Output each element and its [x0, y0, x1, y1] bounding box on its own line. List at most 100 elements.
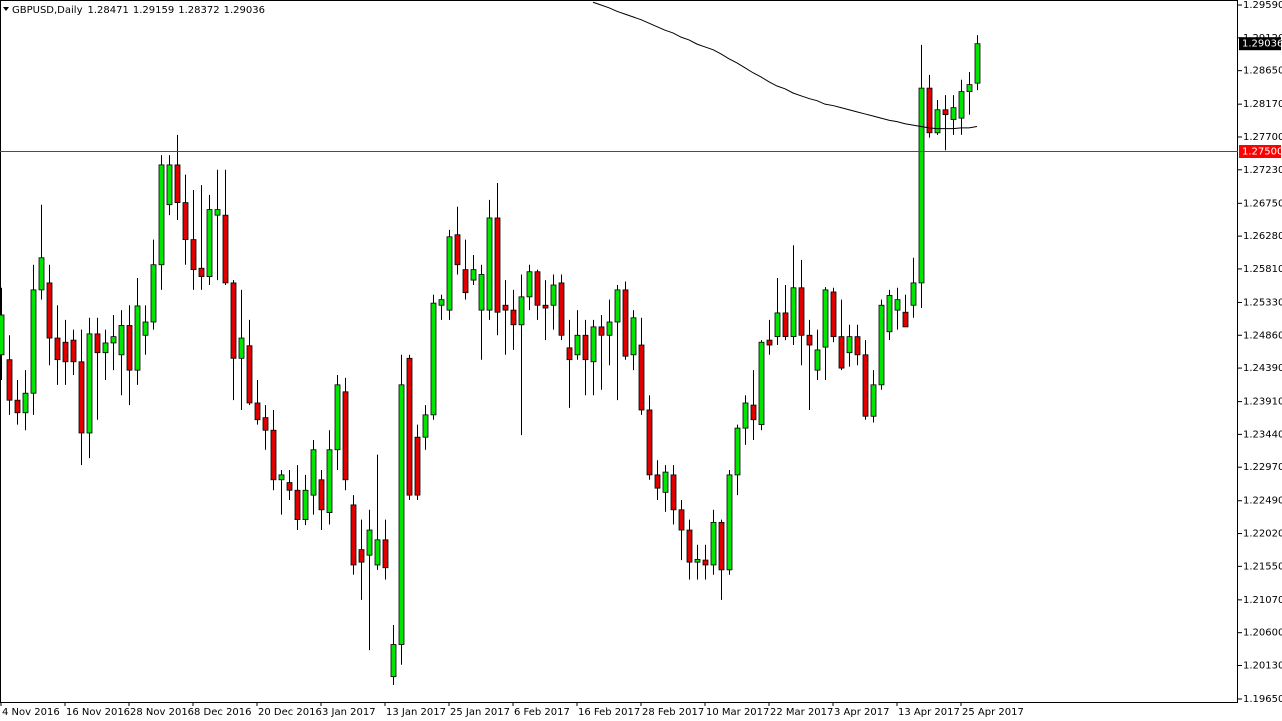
candle-body — [870, 384, 877, 417]
x-tick-label: 3 Apr 2017 — [834, 707, 889, 718]
candle-body — [934, 109, 941, 134]
candle-body — [526, 271, 533, 298]
candle-body — [622, 289, 629, 357]
price-label-box — [1239, 37, 1281, 51]
candle-body — [206, 209, 213, 278]
candle-body — [638, 344, 645, 411]
candle-body — [398, 384, 405, 645]
candle-body — [310, 449, 317, 496]
level-label-box — [1239, 145, 1281, 158]
candle-body — [838, 336, 845, 369]
mark-layer — [0, 1, 1238, 686]
moving-average-line — [592, 1, 978, 130]
candle-body — [878, 304, 885, 386]
candle-body — [486, 217, 493, 311]
x-tick-label: 13 Apr 2017 — [898, 707, 960, 718]
candle-body — [862, 354, 869, 417]
candle-body — [358, 549, 365, 563]
candle-body — [774, 312, 781, 338]
candle-body — [822, 289, 829, 348]
candle-body — [670, 474, 677, 511]
candle-body — [630, 317, 637, 356]
level-label: 1.27500 — [1242, 147, 1282, 158]
candle-body — [646, 409, 653, 476]
candle-body — [446, 236, 453, 311]
candle-body — [750, 404, 757, 421]
y-tick-label: 1.27700 — [1243, 132, 1282, 143]
candle-body — [46, 282, 53, 339]
candle-body — [966, 84, 973, 92]
candle-body — [686, 529, 693, 563]
candle-body — [502, 304, 509, 311]
candle-body — [414, 436, 421, 496]
candle-body — [462, 269, 469, 294]
y-tick-label: 1.23910 — [1243, 397, 1282, 408]
candle-body — [438, 299, 445, 306]
candle-body — [86, 333, 93, 434]
candle-body — [718, 521, 725, 571]
candle-body — [566, 347, 573, 361]
candle-body — [54, 337, 61, 361]
candle-body — [374, 539, 381, 566]
candle-body — [654, 474, 661, 489]
candle-body — [494, 217, 501, 313]
candle-body — [550, 284, 557, 306]
candle-body — [102, 342, 109, 354]
candle-body — [198, 267, 205, 278]
candle-body — [926, 87, 933, 134]
candle-body — [726, 474, 733, 571]
candle-body — [38, 257, 45, 291]
candle-body — [614, 289, 621, 323]
candle-body — [662, 471, 669, 493]
candle-body — [910, 282, 917, 306]
y-tick-label: 1.23440 — [1243, 429, 1282, 440]
x-tick-label: 6 Feb 2017 — [514, 707, 570, 718]
candle-body — [454, 234, 461, 266]
x-tick-label: 4 Nov 2016 — [2, 707, 60, 718]
x-tick-label: 10 Mar 2017 — [706, 707, 769, 718]
candle-body — [166, 164, 173, 206]
candle-body — [534, 271, 541, 306]
candle-body — [606, 321, 613, 336]
candle-body — [62, 341, 69, 363]
candle-body — [918, 87, 925, 284]
menu-triangle[interactable] — [3, 7, 9, 11]
candle-body — [182, 202, 189, 241]
candle-body — [262, 417, 269, 431]
candle-body — [350, 504, 357, 566]
y-tick-label: 1.26280 — [1243, 231, 1282, 242]
y-tick-label: 1.22020 — [1243, 529, 1282, 540]
y-tick-label: 1.26750 — [1243, 198, 1282, 209]
x-tick-label: 28 Feb 2017 — [642, 707, 704, 718]
candle-body — [382, 539, 389, 569]
candle-body — [510, 309, 517, 326]
candle-body — [30, 289, 37, 394]
candle-body — [734, 427, 741, 476]
candle-body — [590, 326, 597, 363]
x-tick-label: 3 Jan 2017 — [322, 707, 376, 718]
y-tick-label: 1.19650 — [1243, 694, 1282, 705]
candle-body — [326, 449, 333, 513]
candle-body — [222, 214, 229, 284]
candle-body — [238, 337, 245, 359]
candle-body — [846, 336, 853, 354]
x-tick-label: 13 Jan 2017 — [386, 707, 446, 718]
y-tick-label: 1.27230 — [1243, 165, 1282, 176]
candle-body — [158, 164, 165, 266]
candle-body — [894, 299, 901, 311]
candle-body — [118, 325, 125, 356]
header-open: 1.28471 — [88, 5, 129, 16]
candle-body — [806, 334, 813, 346]
y-tick-label: 1.24390 — [1243, 363, 1282, 374]
x-tick-label: 22 Mar 2017 — [770, 707, 833, 718]
candle-body — [78, 361, 85, 434]
candle-body — [246, 345, 253, 404]
candle-body — [574, 334, 581, 356]
candle-body — [478, 274, 485, 311]
candle-body — [830, 291, 837, 338]
y-tick-label: 1.21550 — [1243, 561, 1282, 572]
candle-body — [854, 336, 861, 356]
x-tick-label: 8 Dec 2016 — [194, 707, 252, 718]
candle-body — [958, 91, 965, 119]
candle-body — [278, 474, 285, 481]
